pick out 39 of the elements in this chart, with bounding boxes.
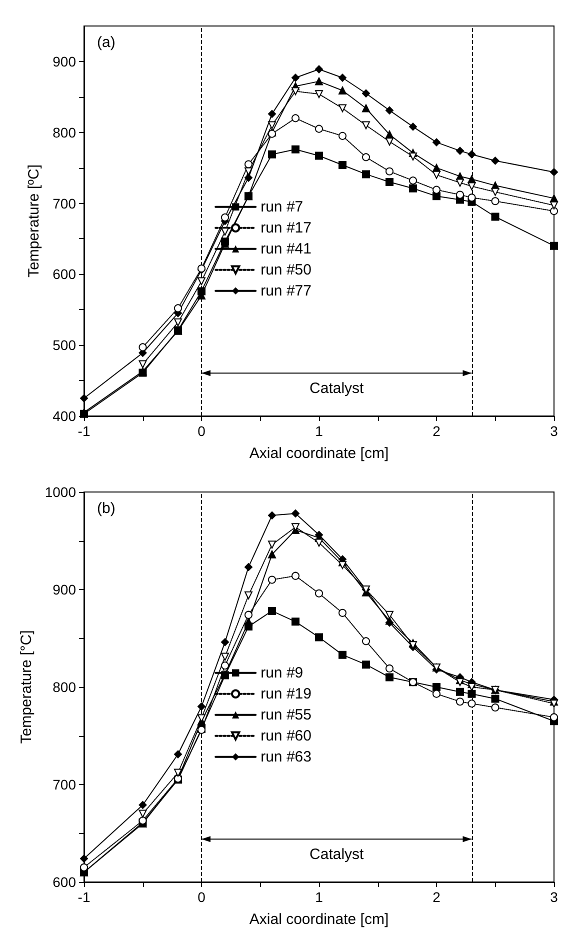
text: (a) <box>97 34 116 51</box>
x-tick-label: 0 <box>198 423 206 439</box>
x-tick-label: -1 <box>78 423 90 439</box>
y-tick-label: 1000 <box>44 484 76 500</box>
x-tick-label: 3 <box>550 423 558 439</box>
y-tick-label: 900 <box>52 53 76 70</box>
x-tick-label: 2 <box>432 423 441 439</box>
x-tick-label: -1 <box>78 889 90 905</box>
x-tick-label: 3 <box>550 889 558 905</box>
x-axis-title: Axial coordinate [cm] <box>249 911 389 928</box>
legend-label: run #7 <box>260 198 304 216</box>
y-tick-label: 800 <box>52 124 76 140</box>
y-tick-label: 700 <box>52 195 76 212</box>
x-tick-label: 1 <box>315 423 324 439</box>
legend-label: run #19 <box>260 685 312 702</box>
x-tick-label: 1 <box>315 889 324 905</box>
x-tick-label: 2 <box>432 889 441 905</box>
legend-label: run #9 <box>260 664 304 682</box>
legend-label: run #50 <box>260 261 312 278</box>
legend-label: run #41 <box>260 240 312 258</box>
legend-label: run #77 <box>260 282 312 300</box>
annotation: Catalyst <box>310 846 365 864</box>
annotation: Catalyst <box>310 380 365 398</box>
y-tick-label: 800 <box>52 679 76 695</box>
legend-label: run #60 <box>260 727 312 744</box>
text: (b) <box>97 500 116 517</box>
legend-label: run #63 <box>260 748 312 766</box>
y-tick-label: 600 <box>52 874 76 890</box>
y-tick-label: 600 <box>52 266 76 282</box>
y-tick-label: 500 <box>52 337 76 354</box>
x-tick-label: 0 <box>198 889 206 905</box>
y-axis-title: Temperature [ºC] <box>26 164 43 278</box>
legend-label: run #17 <box>260 219 312 236</box>
y-tick-label: 900 <box>52 582 76 598</box>
y-tick-label: 700 <box>52 776 76 792</box>
y-tick-label: 400 <box>52 408 76 424</box>
x-axis-title: Axial coordinate [cm] <box>249 445 389 462</box>
y-axis-title: Temperature [°C] <box>18 630 35 744</box>
legend-label: run #55 <box>260 706 312 724</box>
